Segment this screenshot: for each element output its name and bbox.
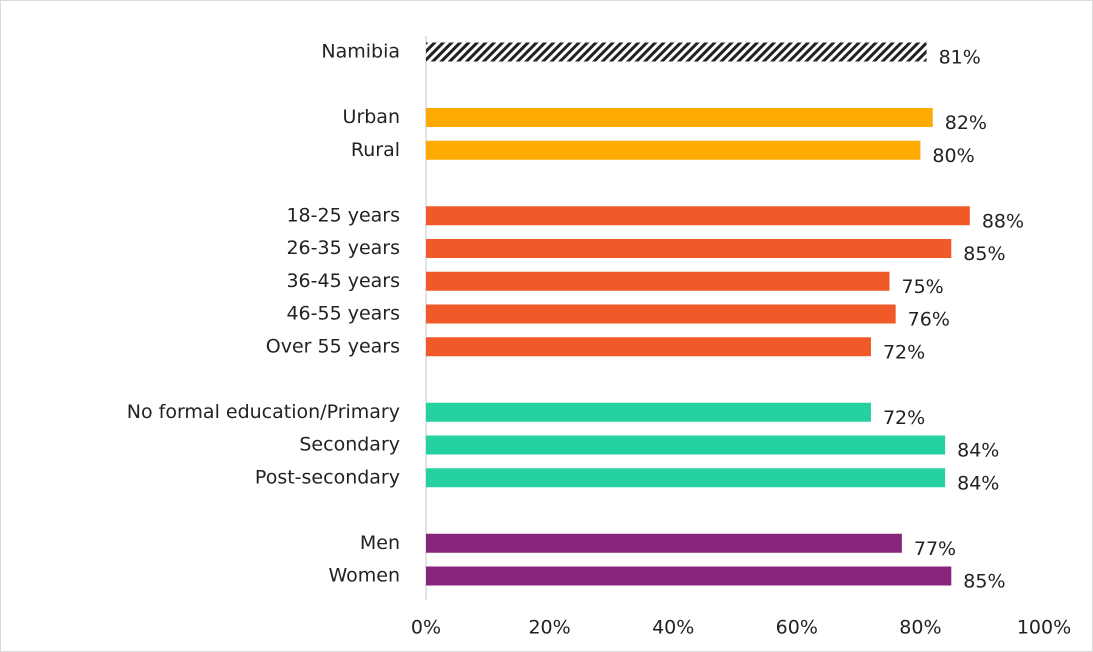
x-tick-label: 40% xyxy=(652,617,694,639)
bar xyxy=(426,566,952,586)
bar xyxy=(426,108,933,127)
value-label: 77% xyxy=(914,538,956,560)
bar xyxy=(426,206,970,226)
category-label: Urban xyxy=(343,106,400,128)
bar xyxy=(426,468,946,488)
category-label: 46-55 years xyxy=(286,303,400,325)
value-label: 84% xyxy=(957,472,999,494)
x-tick-label: 100% xyxy=(1017,617,1071,639)
value-label: 72% xyxy=(883,341,925,363)
bar xyxy=(426,337,871,357)
category-label: Over 55 years xyxy=(266,335,400,357)
category-label: No formal education/Primary xyxy=(127,401,400,423)
category-label: Women xyxy=(328,565,400,587)
value-label: 88% xyxy=(982,210,1024,232)
value-label: 85% xyxy=(963,243,1005,265)
value-label: 72% xyxy=(883,407,925,429)
x-tick-label: 20% xyxy=(528,617,570,639)
value-label: 82% xyxy=(945,112,987,134)
category-label: 18-25 years xyxy=(286,204,400,226)
category-label: Post-secondary xyxy=(255,466,400,488)
category-label: Secondary xyxy=(299,434,400,456)
value-label: 80% xyxy=(932,145,974,167)
category-label: 26-35 years xyxy=(286,237,400,259)
bar xyxy=(426,304,896,324)
bar xyxy=(426,533,902,553)
x-tick-label: 60% xyxy=(776,617,818,639)
bar xyxy=(426,402,871,422)
category-label: Men xyxy=(360,532,400,554)
bar xyxy=(426,271,890,291)
x-tick-label: 80% xyxy=(899,617,941,639)
bar xyxy=(426,435,946,455)
category-label: Rural xyxy=(351,139,400,161)
category-label: Namibia xyxy=(321,41,400,63)
value-label: 76% xyxy=(908,309,950,331)
value-label: 75% xyxy=(902,276,944,298)
bar xyxy=(426,42,927,62)
x-tick-label: 0% xyxy=(411,617,441,639)
value-label: 84% xyxy=(957,440,999,462)
bar xyxy=(426,140,921,160)
value-label: 85% xyxy=(963,571,1005,593)
bar xyxy=(426,239,952,258)
category-label: 36-45 years xyxy=(286,270,400,292)
value-label: 81% xyxy=(939,47,981,69)
